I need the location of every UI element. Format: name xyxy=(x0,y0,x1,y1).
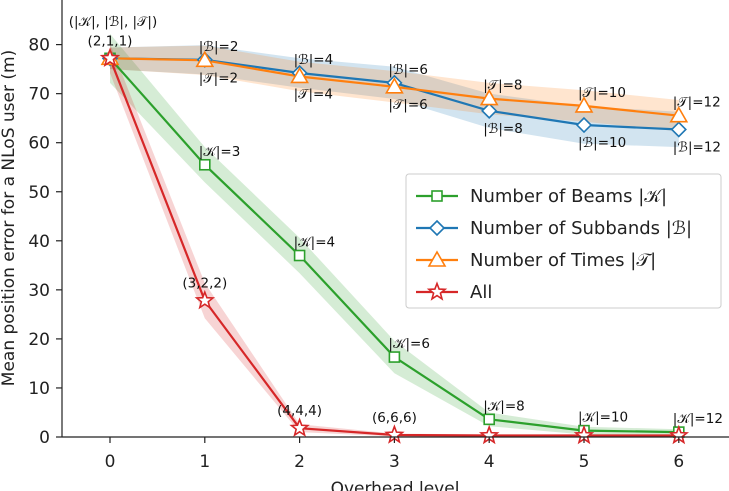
point-label: |𝒦|=12 xyxy=(673,411,723,427)
data-point xyxy=(290,66,309,84)
point-label: |ℬ|=6 xyxy=(388,62,428,78)
x-tick-label: 0 xyxy=(105,452,116,472)
point-label: |𝒯|=6 xyxy=(388,97,427,113)
data-point xyxy=(669,106,689,123)
point-label: (2,1,1) xyxy=(88,33,133,49)
point-label: |ℬ|=8 xyxy=(483,121,523,137)
point-label: |ℬ|=10 xyxy=(578,135,626,151)
x-axis-label: Overhead level xyxy=(331,479,460,491)
point-label: |ℬ|=12 xyxy=(673,139,721,155)
data-point xyxy=(199,158,211,171)
x-tick-label: 3 xyxy=(389,452,400,472)
point-label: |𝒯|=10 xyxy=(578,85,626,101)
y-tick-label: 20 xyxy=(28,330,50,350)
data-point xyxy=(293,249,306,262)
legend-marker xyxy=(427,250,447,267)
y-axis-label: Mean position error for a NLoS user (m) xyxy=(0,50,19,386)
legend-frame xyxy=(405,173,722,309)
data-point xyxy=(575,116,593,134)
data-point xyxy=(99,47,121,68)
axes xyxy=(61,0,729,438)
data-point xyxy=(574,96,594,113)
legend-marker xyxy=(428,219,446,237)
y-ticks: 0 10 20 30 40 50 60 70 80 xyxy=(28,36,62,448)
point-label: (4,4,4) xyxy=(277,403,322,419)
y-tick-label: 40 xyxy=(28,232,50,252)
x-ticks: 0 1 2 3 4 5 6 xyxy=(105,437,684,472)
x-tick-label: 5 xyxy=(579,452,590,472)
data-point xyxy=(481,102,498,119)
point-label: |𝒯|=2 xyxy=(199,70,238,86)
x-tick-label: 2 xyxy=(294,452,305,472)
point-label: (3,2,2) xyxy=(182,276,227,292)
point-label: |𝒯|=4 xyxy=(294,86,333,102)
point-label: |𝒦|=4 xyxy=(294,235,336,251)
legend-entry: Number of Beams |𝒦| xyxy=(470,186,667,207)
corner-label: (|𝒦|, |ℬ|, |𝒯|) xyxy=(69,14,157,30)
legend: Number of Beams |𝒦| Number of Subbands |ℬ… xyxy=(405,173,722,309)
x-tick-label: 1 xyxy=(199,452,210,472)
y-tick-label: 0 xyxy=(39,428,50,448)
x-tick-label: 4 xyxy=(484,452,495,472)
legend-marker xyxy=(426,281,448,301)
data-point xyxy=(194,289,216,310)
y-tick-label: 50 xyxy=(28,183,50,203)
data-point xyxy=(289,417,310,437)
point-annotations: |𝒦|=3 |𝒦|=4 |𝒦|=6 |𝒦|=8 |𝒦|=10 |𝒦|=12 |ℬ|=2 |ℬ|… xyxy=(88,33,723,427)
data-point xyxy=(670,121,687,138)
point-label: |𝒯|=12 xyxy=(673,95,721,111)
y-tick-label: 10 xyxy=(28,379,50,399)
data-point xyxy=(388,351,401,363)
data-point xyxy=(385,77,404,94)
point-label: |𝒦|=10 xyxy=(578,410,628,426)
y-tick-label: 80 xyxy=(28,36,50,56)
series-lines xyxy=(99,47,690,445)
point-label: |ℬ|=4 xyxy=(294,52,334,68)
data-point xyxy=(195,50,215,68)
legend-marker xyxy=(431,190,443,202)
y-tick-label: 60 xyxy=(28,134,50,154)
point-label: |𝒯|=8 xyxy=(483,78,522,94)
point-label: (6,6,6) xyxy=(372,410,417,426)
x-tick-label: 6 xyxy=(673,452,684,472)
y-tick-label: 30 xyxy=(28,281,50,301)
legend-entry: All xyxy=(470,282,492,303)
point-label: |ℬ|=2 xyxy=(199,39,239,55)
legend-entry: Number of Times |𝒯| xyxy=(470,250,656,271)
point-label: |𝒦|=8 xyxy=(483,398,525,414)
y-tick-label: 70 xyxy=(28,85,50,105)
point-label: |𝒦|=6 xyxy=(388,336,430,352)
series-band xyxy=(110,45,679,148)
data-point xyxy=(483,413,496,426)
legend-entry: Number of Subbands |ℬ| xyxy=(470,218,692,239)
point-label: |𝒦|=3 xyxy=(199,144,241,160)
data-point xyxy=(479,88,499,106)
